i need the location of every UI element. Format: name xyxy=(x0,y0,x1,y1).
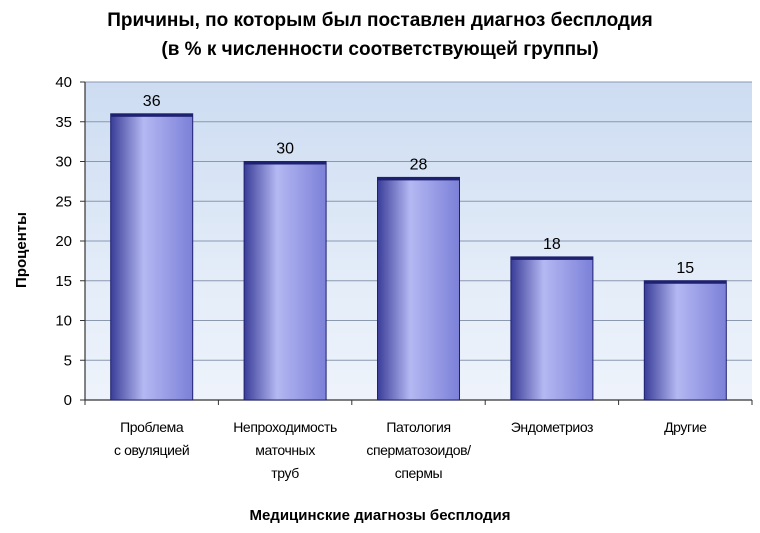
bar xyxy=(377,176,460,401)
bar xyxy=(243,161,327,401)
y-tick-label: 20 xyxy=(55,233,72,250)
y-tick-label: 30 xyxy=(55,154,72,171)
category-label: Другие xyxy=(664,419,707,435)
y-tick-label: 5 xyxy=(64,352,72,369)
x-axis-title: Медицинские диагнозы бесплодия xyxy=(249,507,510,524)
chart-title: Причины, по которым был поставлен диагно… xyxy=(107,10,653,31)
y-tick-labels: 0 5 10 15 20 25 30 35 40 xyxy=(55,74,85,409)
data-label: 18 xyxy=(543,236,561,253)
bars xyxy=(110,113,727,401)
data-label: 28 xyxy=(410,156,428,173)
bar-top-edge xyxy=(377,177,460,181)
bar xyxy=(110,113,194,401)
chart-subtitle: (в % к численности соответствующей групп… xyxy=(161,39,598,60)
data-label: 15 xyxy=(676,260,694,277)
bar-top-edge xyxy=(244,161,327,165)
y-tick-label: 25 xyxy=(55,193,72,210)
bar xyxy=(510,256,594,401)
data-label: 30 xyxy=(276,141,294,158)
y-tick-label: 40 xyxy=(55,74,72,91)
bar xyxy=(643,280,727,401)
bar-top-edge xyxy=(110,113,193,117)
bar-top-edge xyxy=(644,280,727,284)
y-tick-label: 0 xyxy=(64,392,72,409)
y-tick-label: 15 xyxy=(55,273,72,290)
data-labels: 36 30 28 18 15 xyxy=(143,93,694,277)
y-axis-title: Проценты xyxy=(13,212,30,288)
category-label: Патология сперматозоидов/спермы xyxy=(366,419,471,481)
category-label: Непроходимость маточных труб xyxy=(233,419,337,481)
category-label: Эндометриоз xyxy=(511,419,593,435)
category-labels: Проблема с овуляцией Непроходимость маточны… xyxy=(114,419,707,481)
y-tick-label: 10 xyxy=(55,313,72,330)
data-label: 36 xyxy=(143,93,161,110)
category-label: Проблема с овуляцией xyxy=(114,419,189,458)
bar-top-edge xyxy=(510,256,593,260)
y-tick-label: 35 xyxy=(55,114,72,131)
